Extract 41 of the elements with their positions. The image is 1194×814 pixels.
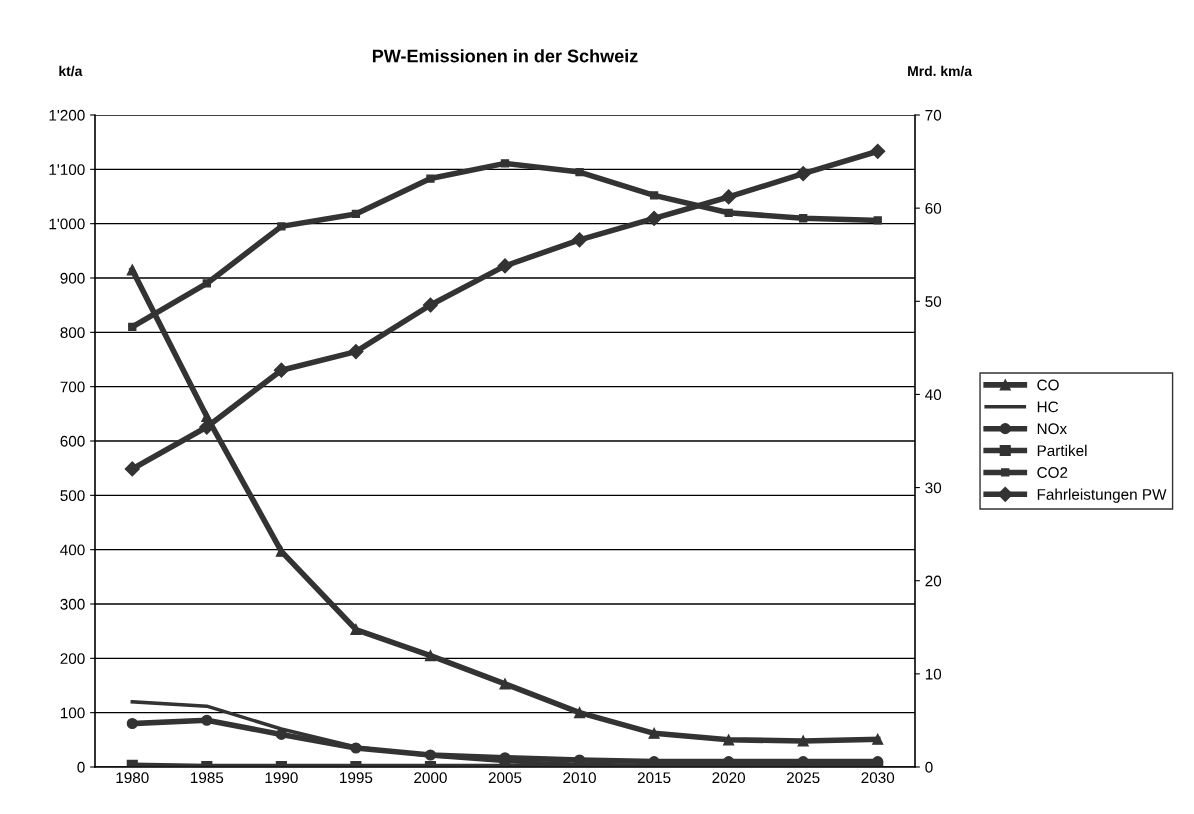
y-tick-label: 400 <box>60 544 85 556</box>
y2-tick-label: 30 <box>925 482 942 494</box>
y-tick-label: 300 <box>60 598 85 610</box>
y2-tick-label: 40 <box>925 389 942 401</box>
y2-tick-label: 60 <box>925 203 942 214</box>
y-tick-label: 800 <box>60 327 85 339</box>
legend-label: Partikel <box>1037 444 1087 457</box>
x-tick-label: 2005 <box>488 772 522 784</box>
x-tick-label: 1990 <box>265 772 298 784</box>
y2-tick-label: 0 <box>925 761 933 773</box>
legend-label: HC <box>1037 401 1059 413</box>
x-tick-label: 2020 <box>712 772 746 784</box>
x-tick-label: 1980 <box>116 772 149 784</box>
y-tick-label: 1'200 <box>49 109 85 121</box>
y-tick-label: 0 <box>77 761 85 773</box>
x-tick-label: 1995 <box>340 772 373 784</box>
x-tick-label: 2000 <box>414 772 447 784</box>
y2-axis-title: Mrd. km/a <box>908 65 973 77</box>
y-tick-label: 500 <box>60 490 85 502</box>
x-tick-label: 2015 <box>637 772 671 784</box>
x-tick-label: 2025 <box>786 772 820 784</box>
y2-tick-label: 70 <box>925 109 942 121</box>
legend-label: CO2 <box>1037 467 1068 478</box>
chart-title: PW-Emissionen in der Schweiz <box>372 49 638 63</box>
y-tick-label: 900 <box>60 272 85 284</box>
y-tick-label: 600 <box>60 435 85 447</box>
y-tick-label: 700 <box>60 381 85 393</box>
legend-label: CO <box>1037 379 1059 391</box>
y2-tick-label: 50 <box>925 296 942 307</box>
y-tick-label: 1'100 <box>49 164 85 176</box>
x-tick-label: 1985 <box>190 772 224 784</box>
y-tick-label: 1'000 <box>49 218 85 230</box>
y-tick-label: 200 <box>60 653 85 665</box>
x-tick-label: 2030 <box>861 772 895 784</box>
y2-tick-label: 10 <box>925 668 942 680</box>
legend-label: NOx <box>1037 423 1067 435</box>
x-tick-label: 2010 <box>563 772 596 784</box>
legend-label: Fahrleistungen PW <box>1037 488 1167 503</box>
y2-tick-label: 20 <box>925 575 942 587</box>
y-tick-label: 100 <box>60 707 85 719</box>
y-axis-title: kt/a <box>59 65 83 77</box>
